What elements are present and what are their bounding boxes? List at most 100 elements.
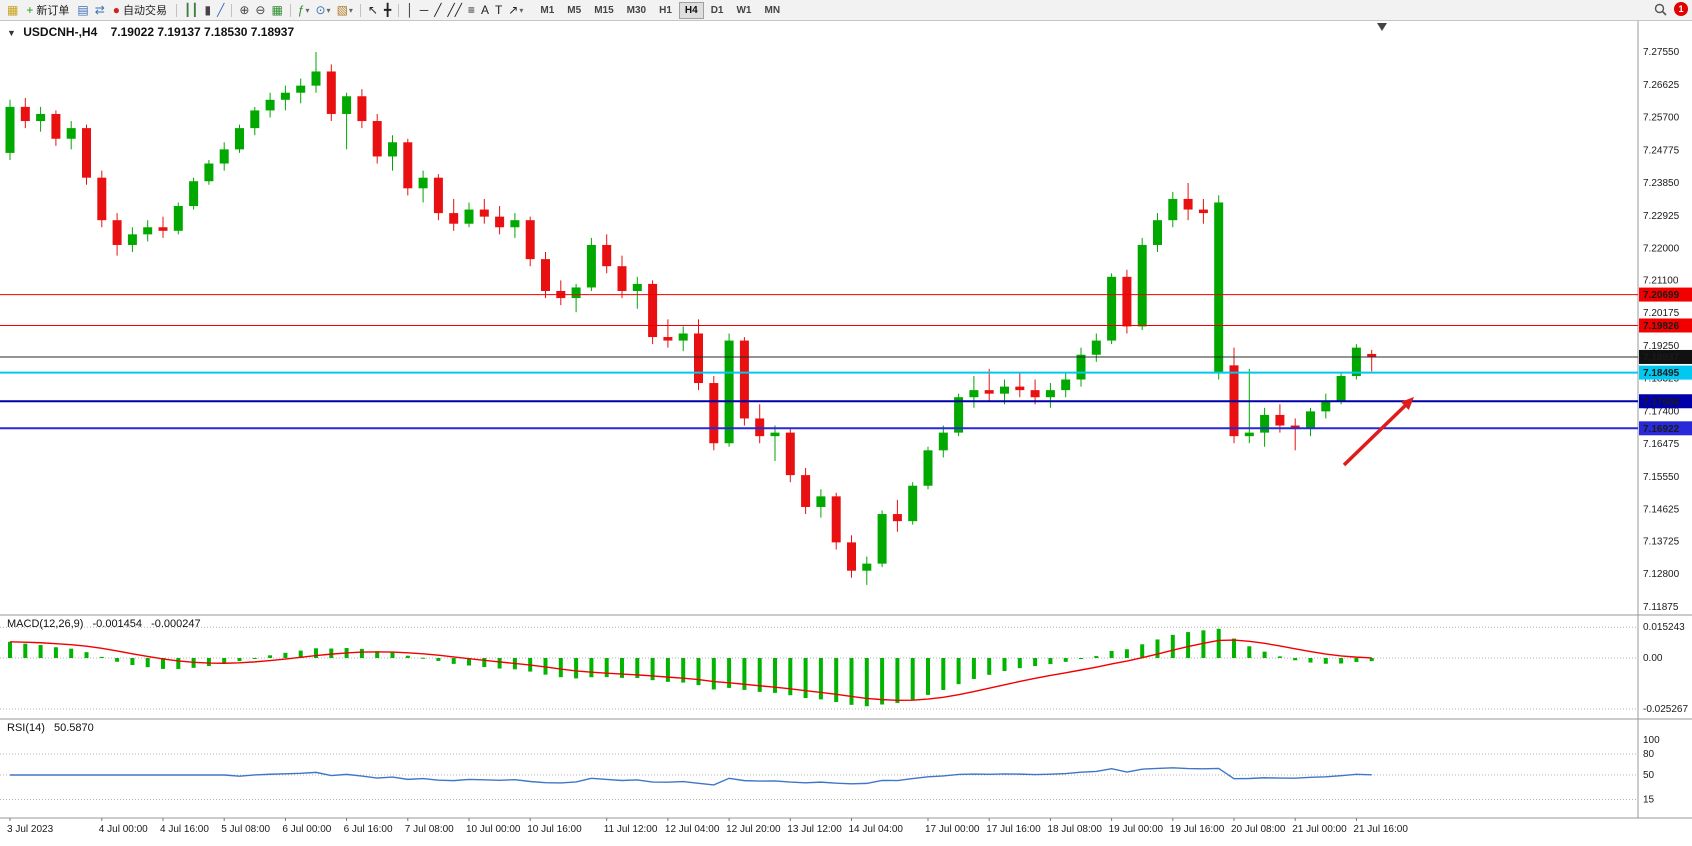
- candlestick-chart-button[interactable]: ▮: [201, 1, 214, 19]
- macd-histogram-bar: [941, 658, 946, 690]
- chart-shift-marker[interactable]: [1377, 23, 1387, 31]
- time-axis-label: 17 Jul 00:00: [925, 824, 980, 835]
- channel-button[interactable]: ╱╱: [444, 1, 464, 19]
- candle: [1030, 390, 1040, 398]
- candle: [97, 177, 107, 221]
- macd-histogram-bar: [620, 658, 624, 678]
- macd-histogram-bar: [130, 658, 135, 665]
- zoom-out-button[interactable]: ⊖: [252, 1, 268, 19]
- rsi-axis-label: 100: [1643, 735, 1660, 746]
- macd-histogram-bar: [1017, 658, 1022, 669]
- candle: [954, 397, 964, 433]
- zoom-in-button[interactable]: ⊕: [236, 1, 252, 19]
- bar-chart-button[interactable]: ┃┃: [181, 1, 201, 19]
- timeframe-mn[interactable]: MN: [764, 4, 781, 16]
- price-axis-label: 7.19250: [1643, 341, 1680, 352]
- macd-histogram-bar: [1094, 656, 1099, 658]
- candle: [189, 181, 199, 207]
- arrow-annotation-head[interactable]: [1400, 397, 1414, 411]
- notification-badge[interactable]: 1: [1674, 2, 1688, 16]
- dropdown-caret-icon[interactable]: ▾: [519, 5, 524, 15]
- candle: [892, 514, 902, 522]
- rsi-axis-label: 15: [1643, 795, 1655, 806]
- timeframe-d1[interactable]: D1: [710, 4, 724, 16]
- horizontal-line-button[interactable]: ─: [417, 1, 432, 19]
- autotrading-button-label: 自动交易: [123, 5, 168, 17]
- toolbar-separator: [289, 3, 291, 17]
- candle: [694, 333, 703, 384]
- indicators-icon: ƒ: [297, 3, 305, 17]
- label-button[interactable]: T: [492, 1, 505, 19]
- macd-histogram-bar: [359, 648, 364, 658]
- collapse-quote-icon[interactable]: ▼: [7, 28, 16, 38]
- toolbar-separator: [359, 3, 361, 17]
- search-icon[interactable]: [1654, 3, 1667, 16]
- macd-histogram-bar: [1063, 658, 1068, 662]
- candle: [1260, 414, 1270, 433]
- dropdown-caret-icon[interactable]: ▾: [326, 5, 331, 15]
- timeframe-m5[interactable]: M5: [567, 4, 582, 16]
- candle: [648, 283, 658, 338]
- indicators-button[interactable]: ƒ ▾: [295, 1, 313, 19]
- line-chart-button[interactable]: ╱: [214, 1, 227, 19]
- macd-histogram-bar: [298, 650, 303, 658]
- macd-histogram-bar: [604, 658, 609, 678]
- candle: [984, 390, 994, 394]
- macd-histogram-bar: [206, 658, 211, 667]
- arrows-button[interactable]: ↗ ▾: [505, 1, 526, 19]
- channel-icon: ╱╱: [447, 3, 462, 17]
- market-watch-button[interactable]: ▤: [74, 1, 91, 19]
- new-order-button[interactable]: + 新订单: [21, 1, 74, 19]
- cursor-button[interactable]: ↖: [365, 1, 381, 19]
- time-axis-label: 20 Jul 08:00: [1231, 824, 1286, 835]
- macd-histogram-bar: [1293, 658, 1298, 661]
- macd-histogram-bar: [145, 658, 150, 668]
- candle: [571, 287, 581, 299]
- dropdown-caret-icon[interactable]: ▾: [305, 5, 310, 15]
- candle: [510, 220, 520, 228]
- time-axis-label: 5 Jul 08:00: [221, 824, 270, 835]
- timeframe-m15[interactable]: M15: [594, 4, 614, 16]
- timeframe-h1[interactable]: H1: [659, 4, 672, 16]
- macd-indicator-label: MACD(12,26,9) -0.001454 -0.000247: [7, 618, 201, 630]
- candle: [785, 432, 795, 476]
- resistance-line-1-tag-label: 7.20699: [1643, 290, 1680, 301]
- time-axis-label: 18 Jul 08:00: [1047, 824, 1102, 835]
- macd-histogram-bar: [1354, 658, 1359, 662]
- time-axis-label: 4 Jul 00:00: [99, 824, 148, 835]
- time-axis-label: 4 Jul 16:00: [160, 824, 209, 835]
- timeframe-m1[interactable]: M1: [540, 4, 555, 16]
- dropdown-caret-icon[interactable]: ▾: [348, 5, 353, 15]
- candle: [1275, 414, 1285, 426]
- trendline-icon: ╱: [434, 3, 442, 17]
- macd-signal-value: -0.000247: [151, 618, 201, 630]
- candle: [326, 71, 336, 114]
- tile-windows-button[interactable]: ▦: [268, 1, 285, 19]
- toolbar-separator: [176, 3, 178, 17]
- arrow-annotation-shaft[interactable]: [1342, 401, 1410, 467]
- crosshair-icon: ╋: [383, 3, 392, 17]
- macd-histogram-bar: [1201, 630, 1206, 658]
- timeframe-m30[interactable]: M30: [626, 4, 647, 16]
- navigator-button[interactable]: ⇄: [92, 1, 108, 19]
- crosshair-button[interactable]: ╋: [381, 1, 394, 19]
- time-axis-label: 7 Jul 08:00: [405, 824, 454, 835]
- macd-histogram-bar: [589, 658, 594, 678]
- templates-button[interactable]: ▧ ▾: [334, 1, 356, 19]
- fibonacci-button[interactable]: ≡: [465, 1, 478, 19]
- candle: [923, 450, 933, 486]
- new-chart-button[interactable]: ▦: [4, 1, 21, 19]
- autotrading-button[interactable]: ● 自动交易: [108, 1, 172, 19]
- candle: [1321, 400, 1331, 412]
- text-button[interactable]: A: [478, 1, 492, 19]
- candle: [403, 142, 413, 189]
- timeframe-w1[interactable]: W1: [736, 4, 752, 16]
- trendline-button[interactable]: ╱: [431, 1, 444, 19]
- time-axis-label: 3 Jul 2023: [7, 824, 54, 835]
- timeframe-h4[interactable]: H4: [678, 1, 704, 19]
- bar-chart-icon: ┃┃: [184, 3, 199, 17]
- vertical-line-button[interactable]: │: [403, 1, 417, 19]
- periods-button[interactable]: ⊙ ▾: [312, 1, 333, 19]
- timeframe-switcher: M1 M5 M15 M30 H1 H4 D1 W1 MN: [534, 1, 786, 19]
